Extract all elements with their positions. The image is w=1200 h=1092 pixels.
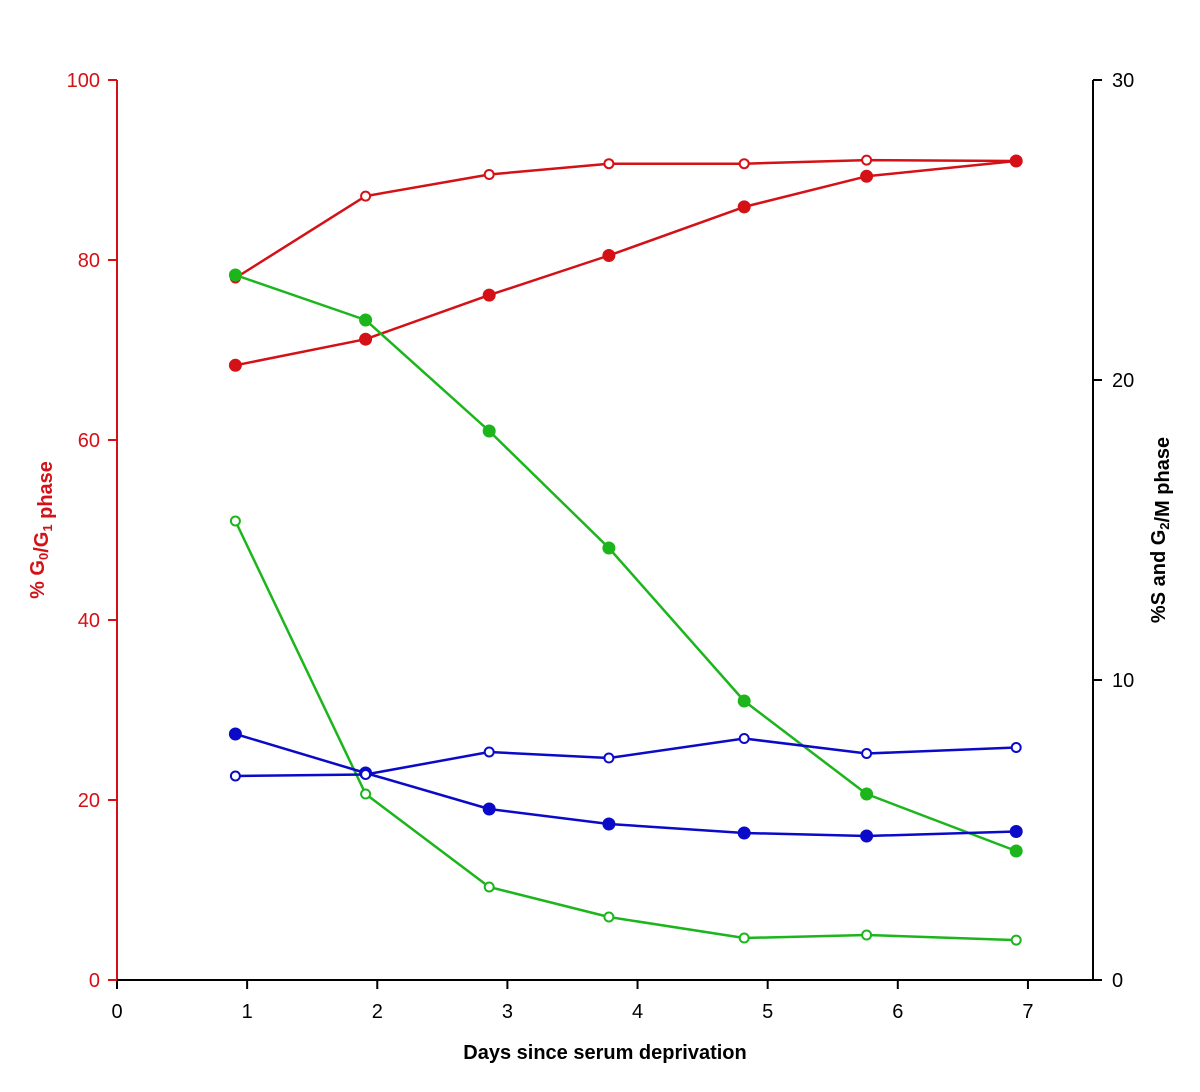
data-point	[482, 288, 496, 302]
data-point	[861, 154, 873, 166]
data-point	[737, 826, 751, 840]
data-point	[861, 748, 873, 759]
data-point	[1010, 742, 1022, 753]
x-tick-label: 3	[502, 1001, 513, 1023]
data-point	[603, 158, 615, 170]
data-point	[603, 752, 615, 764]
x-tick-label: 6	[892, 1001, 903, 1023]
left-y-tick-label: 60	[78, 430, 100, 452]
left-y-tick-label: 0	[89, 970, 100, 992]
data-point	[1010, 934, 1022, 946]
series	[228, 154, 1023, 946]
data-point	[738, 932, 750, 944]
data-point	[603, 911, 615, 923]
axis-ticks: 0 1 2 3 4 5 6 7 0 20 40 60 80 100 0 10 20 30	[67, 70, 1135, 1023]
x-tick-label: 7	[1022, 1001, 1033, 1023]
left-y-tick-label: 100	[67, 70, 100, 92]
data-point	[228, 268, 242, 282]
series-line	[235, 732, 1017, 838]
right-y-tick-label: 10	[1112, 670, 1134, 692]
series-line	[234, 158, 1017, 280]
series-line	[234, 520, 1017, 942]
left-y-tick-label: 80	[78, 250, 100, 272]
data-point	[483, 169, 495, 180]
x-tick-label: 4	[632, 1001, 643, 1023]
series-red-open	[229, 154, 1022, 284]
data-point	[229, 770, 241, 782]
data-point	[602, 817, 616, 831]
data-point	[860, 829, 874, 843]
data-point	[228, 358, 242, 372]
data-point	[602, 541, 616, 555]
series-blue-open	[229, 733, 1022, 782]
data-point	[861, 929, 873, 941]
right-y-tick-label: 20	[1112, 370, 1134, 392]
data-point	[483, 746, 495, 758]
series-line	[235, 159, 1017, 367]
x-tick-label: 1	[242, 1001, 253, 1023]
data-point	[360, 788, 372, 800]
data-point	[737, 694, 751, 708]
data-point	[738, 733, 750, 744]
data-point	[228, 727, 242, 741]
data-point	[482, 424, 496, 438]
data-point	[359, 313, 373, 327]
x-tick-label: 2	[372, 1001, 383, 1023]
data-point	[1009, 825, 1023, 838]
series-green-filled	[228, 268, 1023, 858]
x-tick-label: 0	[111, 1001, 122, 1023]
x-axis-title: Days since serum deprivation	[463, 1042, 746, 1064]
data-point	[1009, 154, 1023, 168]
data-point	[360, 190, 372, 202]
left-y-tick-label: 40	[78, 610, 100, 632]
series-blue-filled	[228, 727, 1023, 843]
right-y-tick-label: 0	[1112, 970, 1123, 992]
left-y-tick-label: 20	[78, 790, 100, 812]
axes	[116, 80, 1094, 981]
right-y-tick-label: 30	[1112, 70, 1134, 92]
data-point	[1009, 844, 1023, 858]
data-point	[359, 332, 373, 346]
data-point	[483, 881, 495, 893]
left-y-axis-title: % G0/G1 phase	[27, 461, 57, 599]
data-point	[229, 515, 241, 527]
data-point	[738, 158, 750, 170]
data-point	[860, 169, 874, 183]
data-point	[737, 200, 751, 214]
data-point	[360, 769, 372, 780]
series-red-filled	[228, 154, 1023, 372]
data-point	[482, 802, 496, 816]
x-tick-label: 5	[762, 1001, 773, 1023]
data-point	[860, 787, 874, 801]
data-point	[602, 249, 616, 262]
series-green-open	[229, 515, 1022, 946]
right-y-axis-title: %S and G2/M phase	[1148, 437, 1174, 623]
